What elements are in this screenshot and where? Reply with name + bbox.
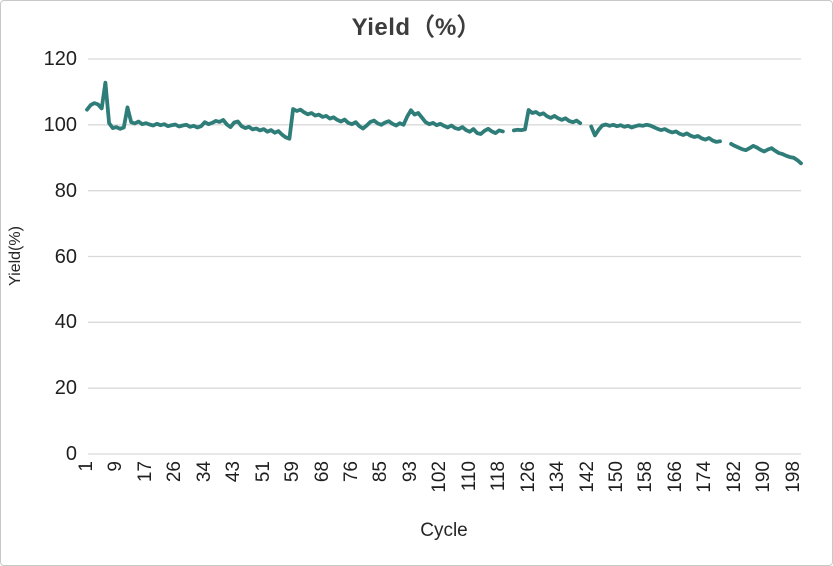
x-tick-label: 93 — [399, 461, 421, 483]
x-tick-label: 76 — [341, 461, 362, 483]
x-tick-label: 43 — [223, 461, 245, 483]
yield-series-line — [85, 80, 803, 166]
y-tick-label: 80 — [54, 179, 77, 202]
x-tick-label: 198 — [782, 461, 804, 493]
x-tick-label: 9 — [105, 461, 127, 472]
x-tick-label: 126 — [517, 461, 539, 493]
x-tick-label: 85 — [370, 461, 392, 483]
x-tick-label: 110 — [458, 461, 480, 492]
x-axis-title: Cycle — [420, 520, 468, 541]
y-tick-label: 100 — [43, 113, 77, 136]
x-tick-label: 59 — [282, 461, 304, 483]
x-tick-label: 166 — [664, 461, 686, 493]
x-tick-label: 68 — [311, 461, 333, 483]
x-tick-label: 118 — [488, 461, 510, 492]
y-tick-label: 0 — [65, 443, 77, 465]
gridlines — [88, 58, 801, 455]
y-tick-label: 40 — [54, 311, 77, 334]
x-tick-label: 26 — [164, 461, 186, 483]
y-tick-label: 120 — [43, 48, 77, 70]
x-tick-label: 134 — [547, 461, 569, 493]
x-tick-label: 51 — [252, 461, 274, 483]
x-tick-label: 1 — [76, 461, 97, 472]
y-tick-label: 20 — [54, 377, 77, 400]
x-tick-label: 142 — [576, 461, 598, 493]
x-tick-label: 17 — [134, 461, 156, 483]
chart-title: Yield（%） — [351, 14, 482, 41]
x-tick-label: 102 — [429, 461, 451, 493]
x-tick-label: 150 — [606, 461, 627, 493]
x-tick-label: 182 — [723, 461, 745, 493]
x-tick-label: 34 — [193, 461, 215, 483]
x-tick-label: 190 — [753, 461, 775, 493]
x-tick-label: 174 — [694, 461, 716, 493]
x-tick-label: 158 — [635, 461, 657, 493]
y-tick-label: 60 — [54, 245, 77, 268]
